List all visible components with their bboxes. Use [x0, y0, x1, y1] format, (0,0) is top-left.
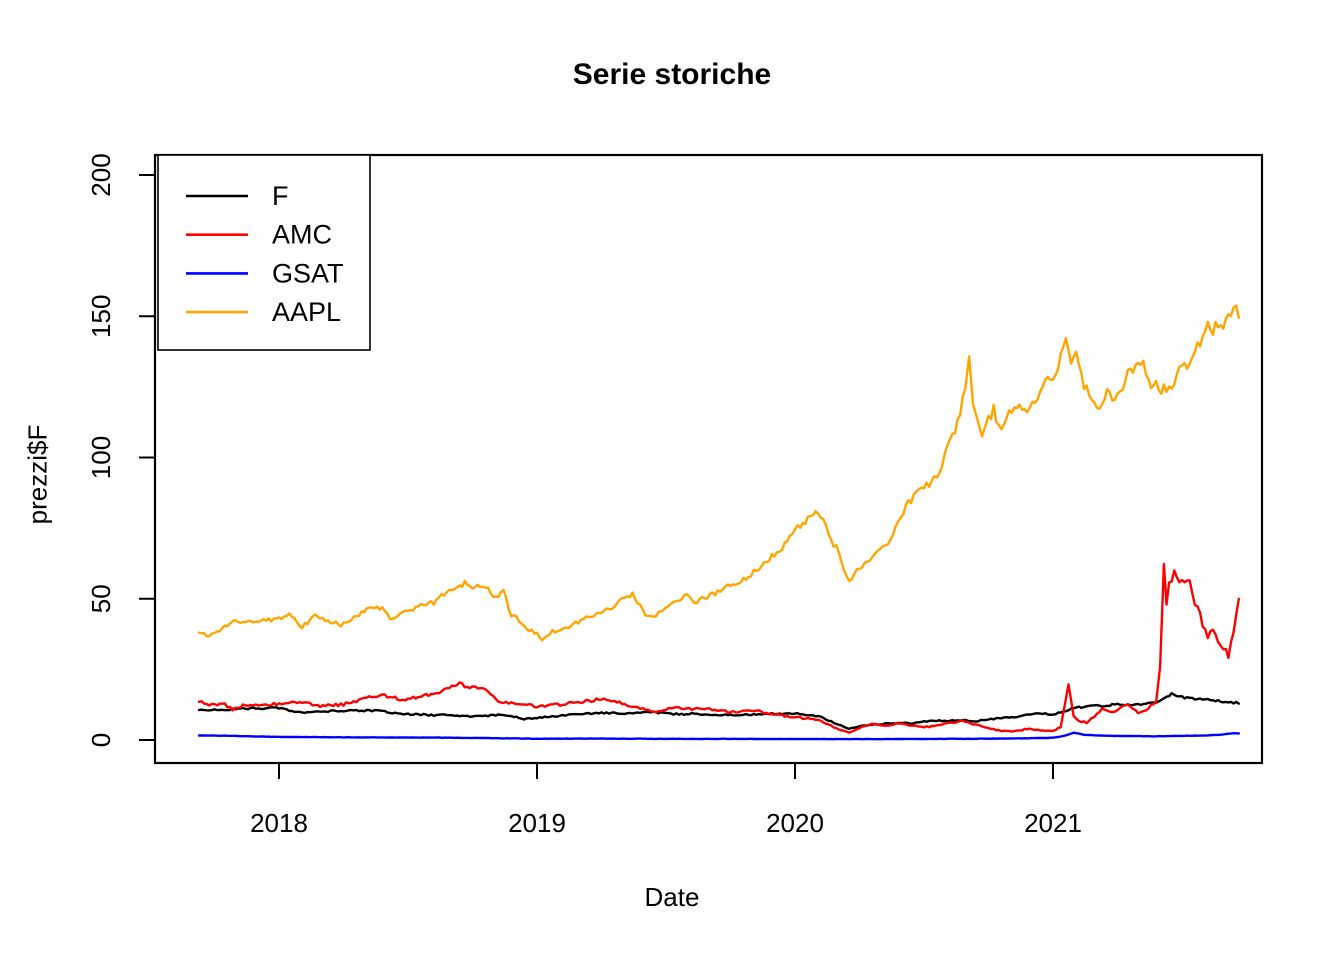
x-tick-label: 2019: [508, 808, 566, 838]
series-line-GSAT: [197, 731, 1241, 741]
y-tick-label: 0: [86, 733, 116, 747]
y-tick-label: 200: [86, 153, 116, 196]
y-tick-label: 50: [86, 584, 116, 613]
x-tick-label: 2021: [1024, 808, 1082, 838]
legend-label-F: F: [272, 181, 289, 211]
x-axis-title: Date: [644, 882, 700, 912]
series-line-AAPL: [197, 304, 1241, 642]
legend-label-GSAT: GSAT: [272, 258, 344, 288]
series-line-F: [197, 692, 1241, 730]
y-tick-label: 150: [86, 295, 116, 338]
legend-label-AAPL: AAPL: [272, 297, 341, 327]
x-tick-label: 2020: [766, 808, 824, 838]
chart-title: Serie storiche: [572, 58, 772, 91]
y-tick-label: 100: [86, 436, 116, 479]
legend-label-AMC: AMC: [272, 220, 332, 250]
legend-box: [157, 154, 371, 351]
x-tick-label: 2018: [250, 808, 308, 838]
series-line-AMC: [197, 562, 1241, 734]
plot-border: [153, 153, 1264, 765]
